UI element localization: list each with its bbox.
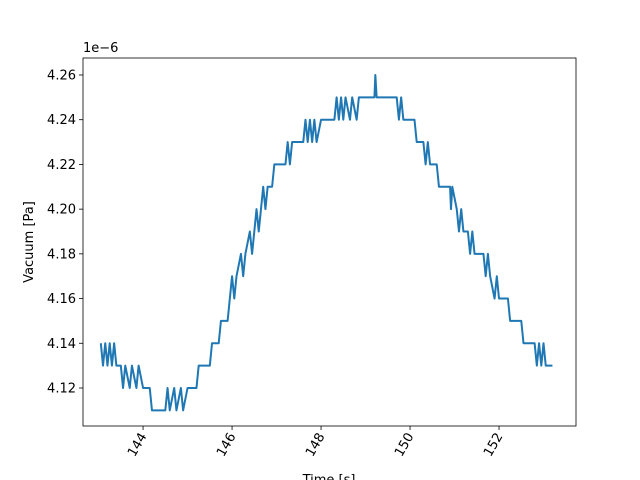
y-tick-label: 4.14 (47, 337, 76, 352)
y-tick-label: 4.18 (47, 247, 76, 262)
y-tick-label: 4.26 (47, 68, 76, 83)
y-offset-text: 1e−6 (83, 41, 118, 56)
plot-frame (82, 57, 577, 427)
y-tick-label: 4.24 (47, 113, 76, 128)
y-tick-label: 4.12 (47, 381, 76, 396)
y-tick-label: 4.16 (47, 292, 76, 307)
y-tick-label: 4.22 (47, 158, 76, 173)
x-axis-label: Time [s] (302, 473, 356, 480)
y-tick-label: 4.20 (47, 203, 76, 218)
y-axis-label: Vacuum [Pa] (22, 201, 37, 283)
data-line (99, 73, 553, 412)
